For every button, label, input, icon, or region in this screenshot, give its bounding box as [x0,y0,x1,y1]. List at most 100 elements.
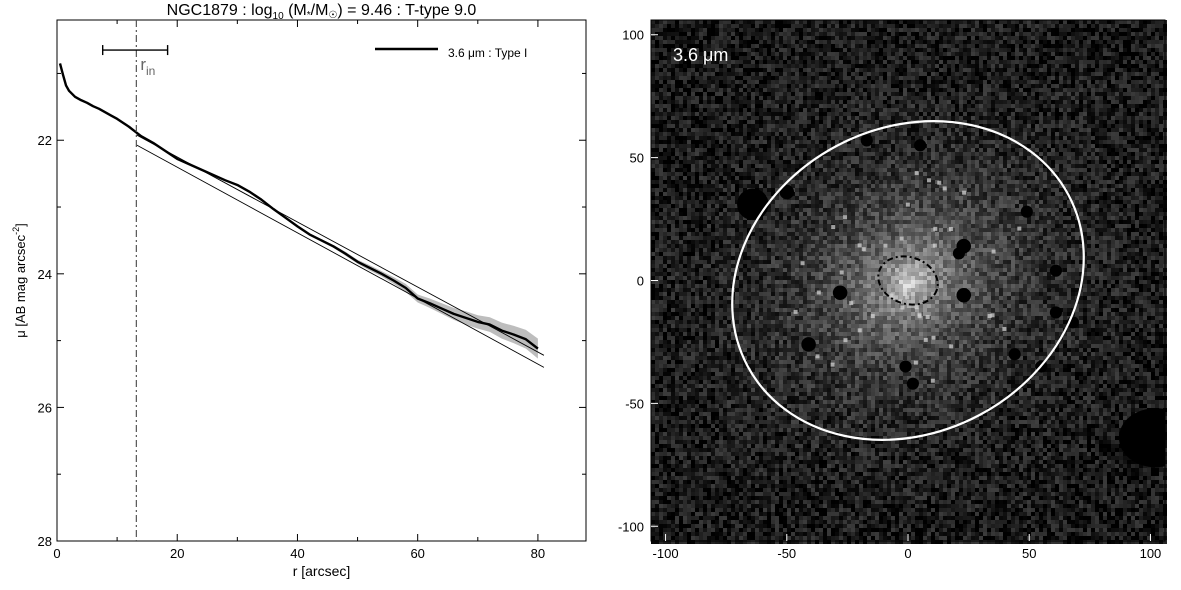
image-pixel [707,80,711,84]
image-pixel [855,32,859,36]
image-pixel [923,88,927,92]
image-pixel [871,100,875,104]
image-pixel [667,132,671,136]
image-pixel [691,108,695,112]
image-pixel [1031,52,1035,56]
image-pixel [763,168,767,172]
image-pixel [699,36,703,40]
image-pixel [1151,156,1155,160]
image-pixel [1099,80,1103,84]
image-pixel [955,168,959,172]
image-pixel [851,48,855,52]
image-pixel [999,28,1003,32]
image-pixel [843,28,847,32]
image-pixel [983,56,987,60]
image-pixel [1155,28,1159,32]
image-pixel [1135,124,1139,128]
image-pixel [1007,100,1011,104]
image-pixel [655,160,659,164]
image-pixel [883,48,887,52]
image-pixel [727,156,731,160]
image-pixel [843,108,847,112]
image-pixel [975,92,979,96]
image-pixel [807,64,811,68]
image-pixel [683,44,687,48]
image-pixel [1067,84,1071,88]
image-pixel [919,124,923,128]
image-pixel [763,48,767,52]
image-pixel [1031,156,1035,160]
image-pixel [819,88,823,92]
image-pixel [1123,160,1127,164]
image-pixel [827,156,831,160]
image-pixel [935,144,939,148]
image-pixel [787,136,791,140]
image-pixel [1067,168,1071,172]
image-pixel [831,36,835,40]
image-pixel [731,40,735,44]
image-pixel [855,152,859,156]
image-pixel [1135,156,1139,160]
image-pixel [1087,52,1091,56]
image-pixel [811,28,815,32]
image-pixel [915,36,919,40]
image-pixel [663,136,667,140]
image-pixel [651,100,655,104]
image-pixel [707,68,711,72]
image-pixel [743,164,747,168]
y-axis-label-main: μ [AB mag arcsec [13,234,28,337]
image-pixel [1027,120,1031,124]
image-pixel [755,152,759,156]
image-pixel [931,48,935,52]
image-pixel [939,76,943,80]
image-pixel [1119,100,1123,104]
image-pixel [935,128,939,132]
image-pixel [747,116,751,120]
image-pixel [1099,20,1103,24]
image-pixel [675,168,679,172]
image-pixel [987,64,991,68]
image-pixel [1143,100,1147,104]
image-pixel [1043,88,1047,92]
image-pixel [703,20,707,24]
image-pixel [791,164,795,168]
image-pixel [667,160,671,164]
image-pixel [919,128,923,132]
image-pixel [1071,156,1075,160]
image-pixel [663,72,667,76]
image-pixel [971,56,975,60]
image-pixel [939,40,943,44]
image-pixel [1111,136,1115,140]
image-pixel [1051,44,1055,48]
image-pixel [1023,168,1027,172]
image-pixel [883,56,887,60]
image-pixel [1011,24,1015,28]
image-pixel [1111,112,1115,116]
image-pixel [1067,120,1071,124]
image-pixel [1135,64,1139,68]
image-pixel [1119,144,1123,148]
image-pixel [1131,112,1135,116]
image-pixel [899,100,903,104]
image-pixel [787,28,791,32]
image-pixel [855,76,859,80]
image-pixel [899,68,903,72]
image-pixel [1099,128,1103,132]
image-pixel [1091,136,1095,140]
image-pixel [1115,116,1119,120]
image-pixel [1143,164,1147,168]
image-pixel [1051,88,1055,92]
image-pixel [1035,168,1039,172]
image-pixel [711,24,715,28]
image-pixel [663,160,667,164]
image-pixel [923,136,927,140]
image-pixel [807,92,811,96]
image-pixel [671,36,675,40]
image-pixel [855,164,859,168]
image-pixel [703,152,707,156]
image-pixel [695,132,699,136]
image-pixel [1107,24,1111,28]
image-pixel [843,80,847,84]
image-pixel [691,140,695,144]
image-pixel [755,24,759,28]
